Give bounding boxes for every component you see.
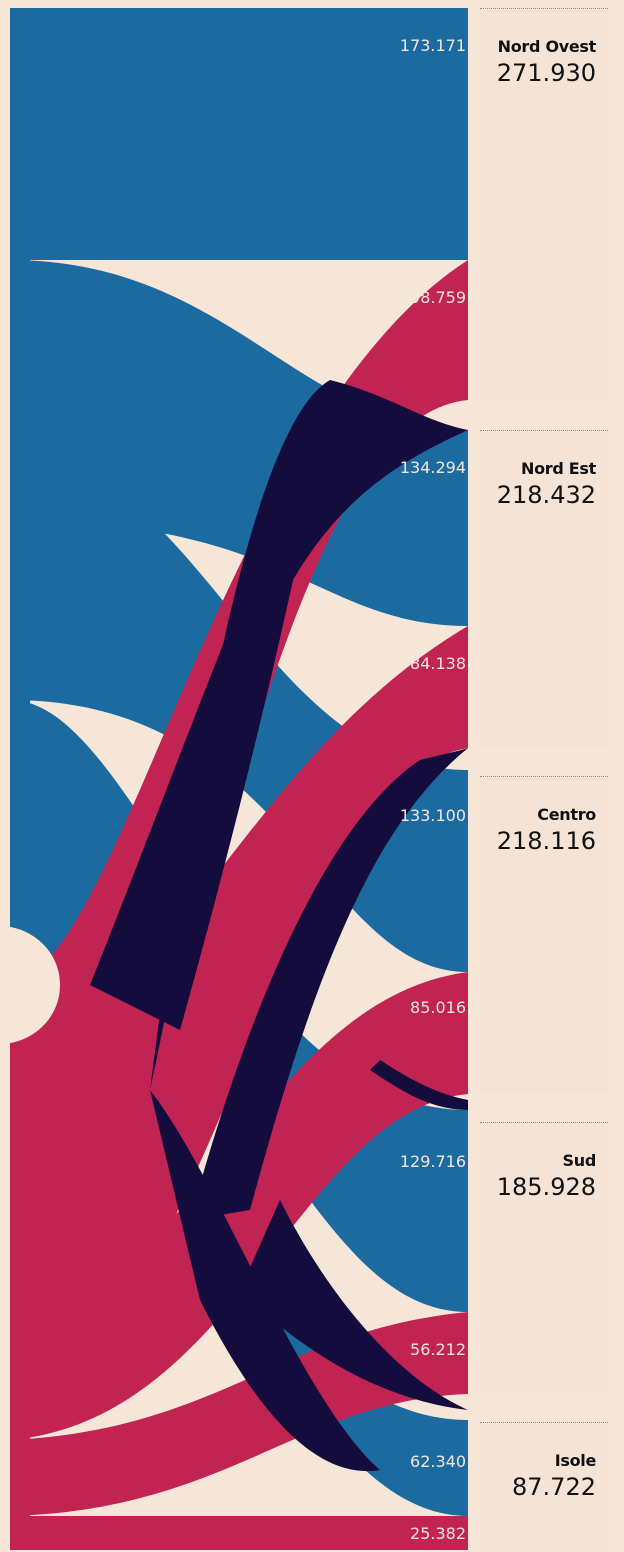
region-total: 87.722 xyxy=(512,1473,596,1501)
region-panel-sud: Sud 185.928 xyxy=(480,1122,608,1393)
region-name: Sud xyxy=(562,1151,597,1170)
value-label-nord-ovest-blue: 173.171 xyxy=(399,36,466,55)
flow-blue-nord-ovest xyxy=(10,8,468,260)
flow-blue-isole xyxy=(10,830,468,1516)
flow-overlap-5 xyxy=(150,1090,380,1472)
value-label-isole-blue: 62.340 xyxy=(410,1452,466,1471)
value-label-centro-blue: 133.100 xyxy=(399,806,466,825)
flow-red-stem xyxy=(10,980,30,1550)
region-panel-nord-ovest: Nord Ovest 271.930 xyxy=(480,8,608,401)
source-node xyxy=(0,926,60,1044)
region-name: Isole xyxy=(554,1451,597,1470)
value-label-centro-red: 85.016 xyxy=(410,998,466,1017)
value-label-nord-est-blue: 134.294 xyxy=(399,458,466,477)
region-panel-nord-est: Nord Est 218.432 xyxy=(480,430,608,747)
left-margin xyxy=(0,0,10,1552)
value-label-isole-red: 25.382 xyxy=(410,1524,466,1543)
value-label-nord-ovest-red: 98.759 xyxy=(410,288,466,307)
value-label-sud-blue: 129.716 xyxy=(399,1152,466,1171)
region-total: 218.116 xyxy=(496,827,596,855)
region-name: Centro xyxy=(537,805,596,824)
region-panel-isole: Isole 87.722 xyxy=(480,1422,608,1551)
flow-overlap-4 xyxy=(240,1200,468,1410)
flow-overlap-2 xyxy=(90,400,330,1030)
region-total: 271.930 xyxy=(496,59,596,87)
flow-blue-nord-est xyxy=(10,260,468,626)
region-name: Nord Est xyxy=(521,459,596,478)
region-name: Nord Ovest xyxy=(497,37,597,56)
flow-blue-stem xyxy=(10,260,30,980)
value-label-sud-red: 56.212 xyxy=(410,1340,466,1359)
flow-red-isole xyxy=(10,1516,468,1550)
region-total: 185.928 xyxy=(496,1173,596,1201)
value-label-nord-est-red: 84.138 xyxy=(410,654,466,673)
region-panel-centro: Centro 218.116 xyxy=(480,776,608,1093)
flow-overlap-6 xyxy=(370,1060,468,1110)
flow-overlap-3 xyxy=(190,748,468,1220)
region-total: 218.432 xyxy=(496,481,596,509)
